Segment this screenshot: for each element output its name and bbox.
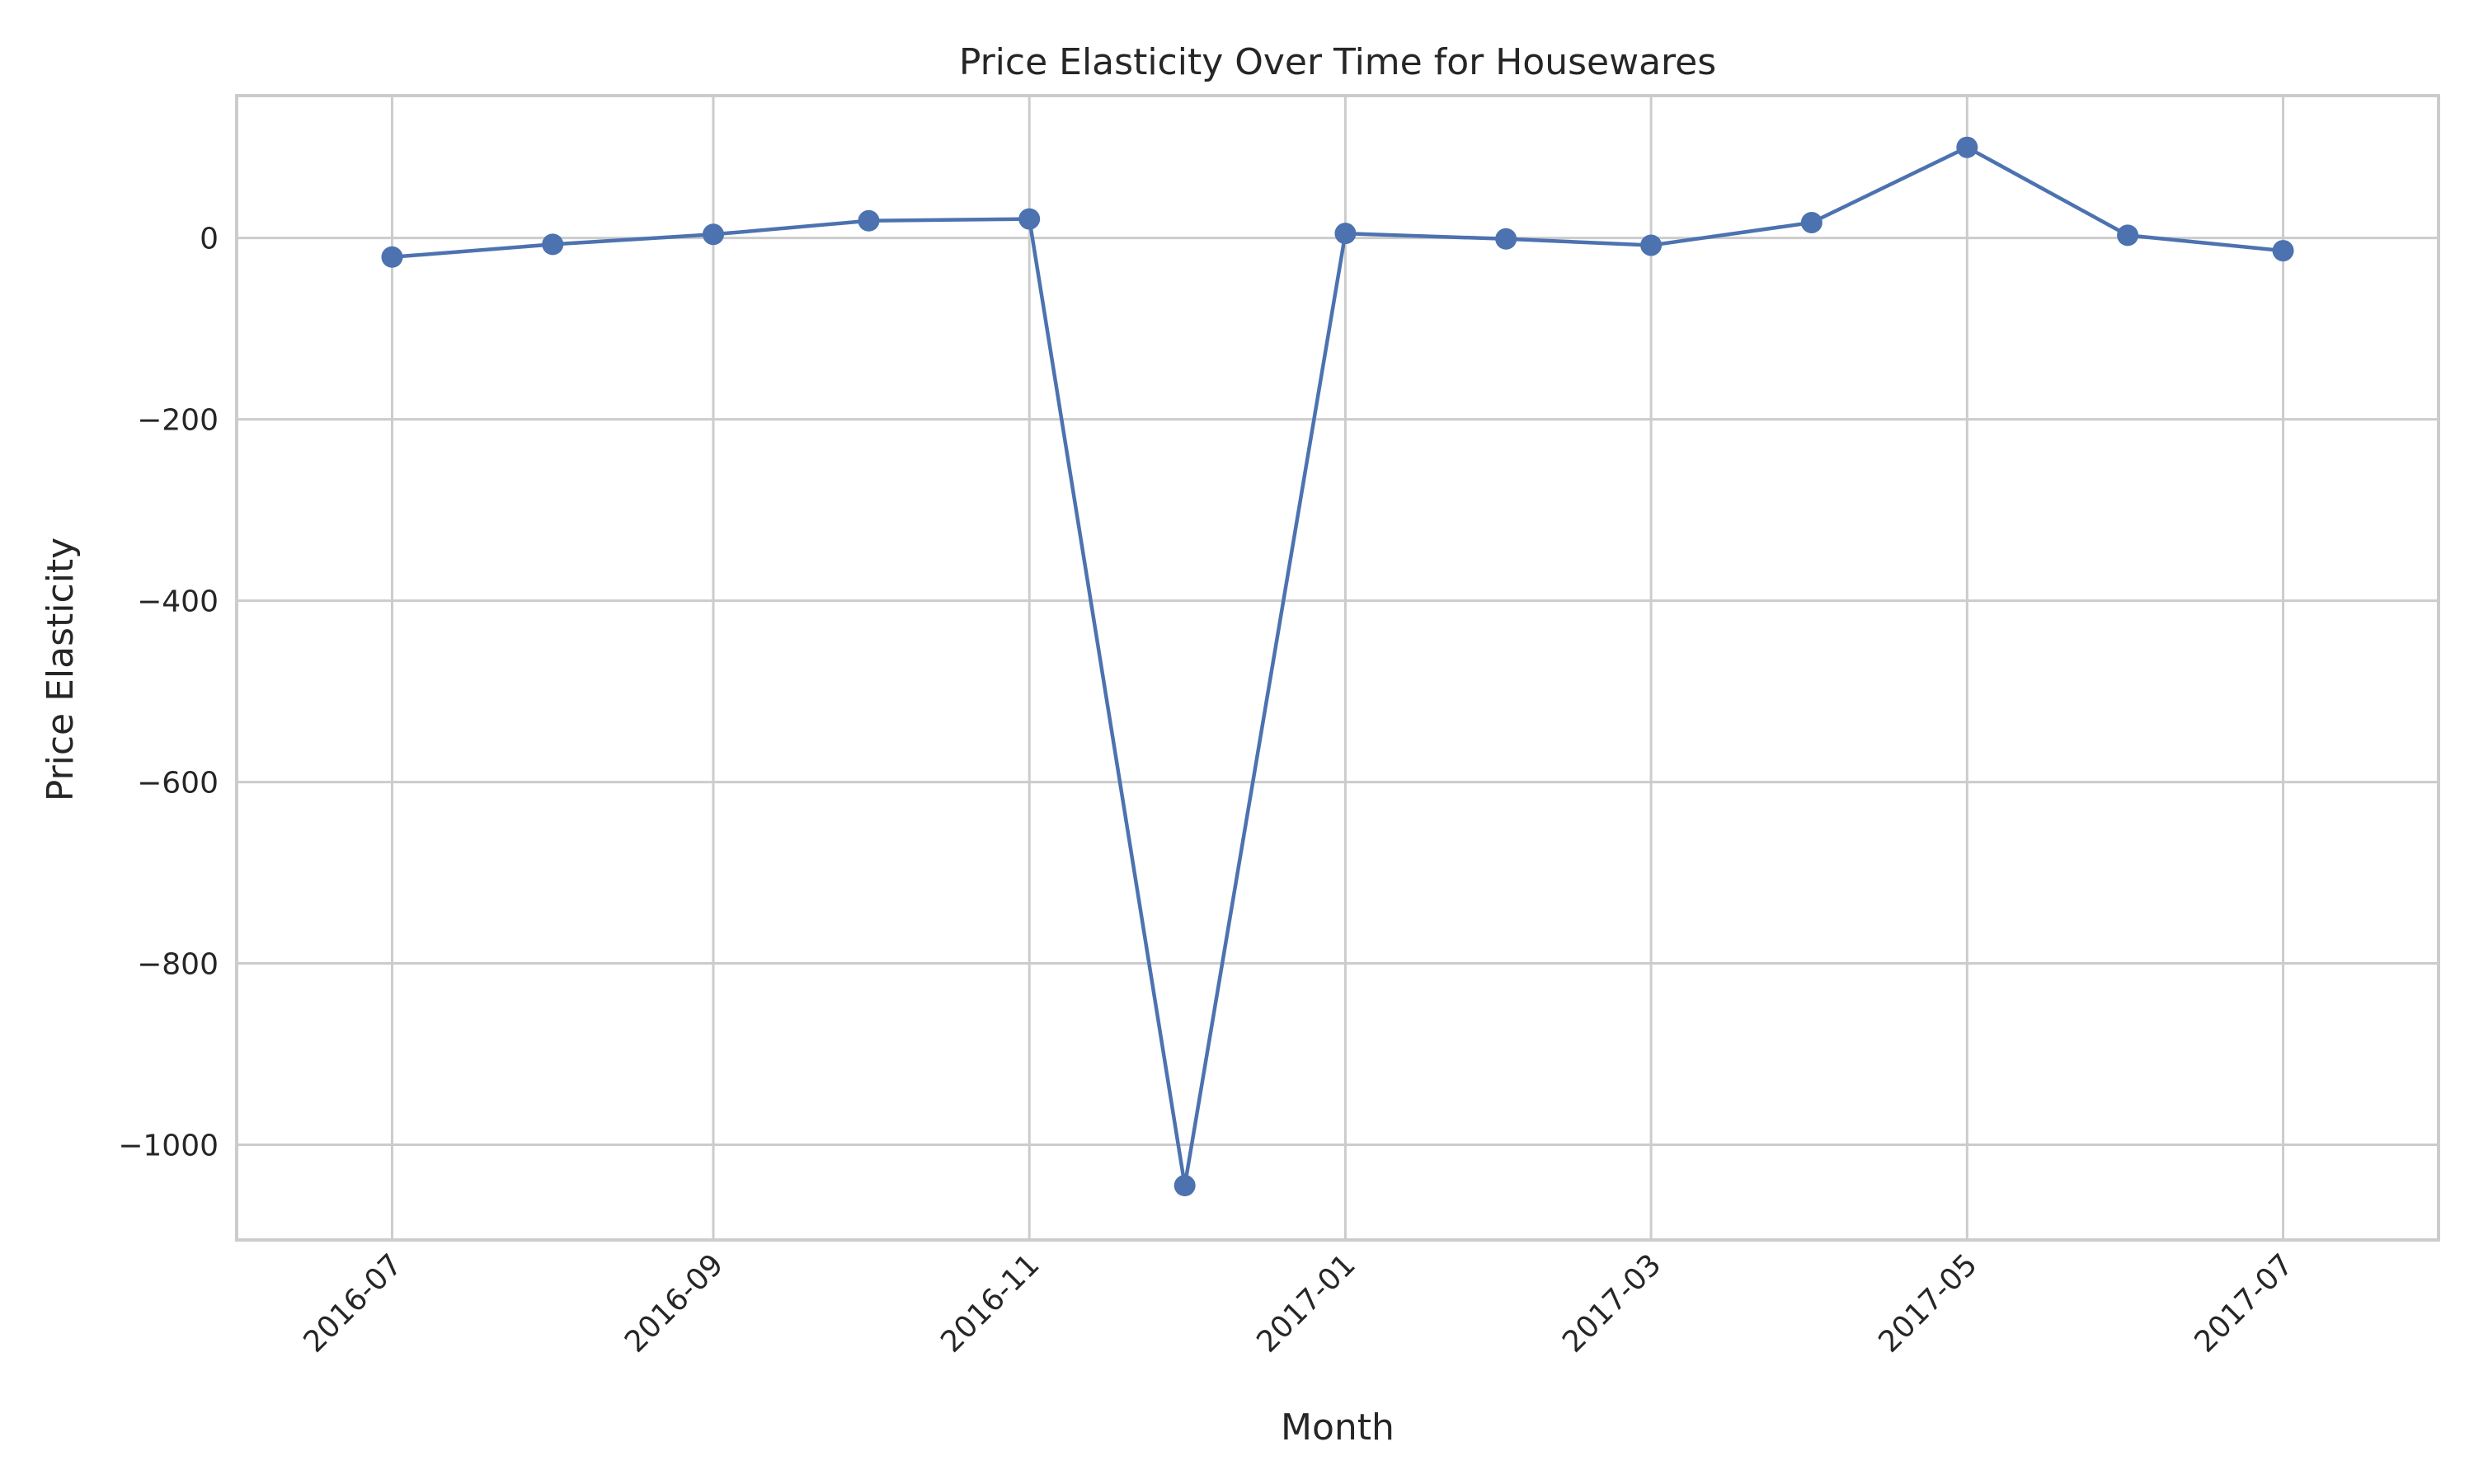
- y-tick-label: −400: [137, 585, 219, 619]
- y-tick-label: 0: [200, 223, 219, 256]
- y-tick-label: −800: [137, 948, 219, 982]
- tick-labels: 2016-07 2016-09 2016-11 2017-01 2017-03 2017-…: [118, 223, 2300, 1360]
- x-tick-label: 2017-05: [1872, 1247, 1983, 1359]
- data-point: [542, 233, 564, 256]
- y-tick-label: −600: [137, 767, 219, 801]
- data-point: [1495, 228, 1517, 250]
- plot-frame: [235, 94, 2440, 1242]
- x-tick-label: 2017-01: [1250, 1247, 1362, 1359]
- data-point: [2117, 224, 2139, 247]
- series-line: [392, 145, 2284, 1188]
- data-point: [1640, 234, 1663, 256]
- data-point: [381, 246, 403, 268]
- y-tick-label: −1000: [118, 1129, 219, 1163]
- data-point: [2272, 240, 2294, 262]
- x-tick-label: 2016-07: [297, 1247, 408, 1359]
- data-point: [702, 223, 724, 246]
- x-tick-label: 2016-11: [934, 1247, 1046, 1359]
- data-point: [1018, 208, 1041, 230]
- chart-title: Price Elasticity Over Time for Houseware…: [959, 41, 1716, 83]
- x-tick-label: 2017-07: [2189, 1247, 2300, 1359]
- series-layer: [381, 136, 2294, 1197]
- x-tick-label: 2017-03: [1556, 1247, 1667, 1359]
- grid-lines: [237, 96, 2439, 1240]
- y-axis-label: Price Elasticity: [40, 538, 82, 801]
- data-point: [1334, 223, 1357, 245]
- x-tick-label: 2016-09: [618, 1247, 730, 1359]
- data-point: [858, 209, 880, 232]
- y-tick-label: −200: [137, 404, 219, 438]
- data-point: [1800, 211, 1823, 233]
- data-point: [1174, 1175, 1196, 1197]
- data-point: [1956, 136, 1978, 158]
- x-axis-label: Month: [1281, 1407, 1395, 1449]
